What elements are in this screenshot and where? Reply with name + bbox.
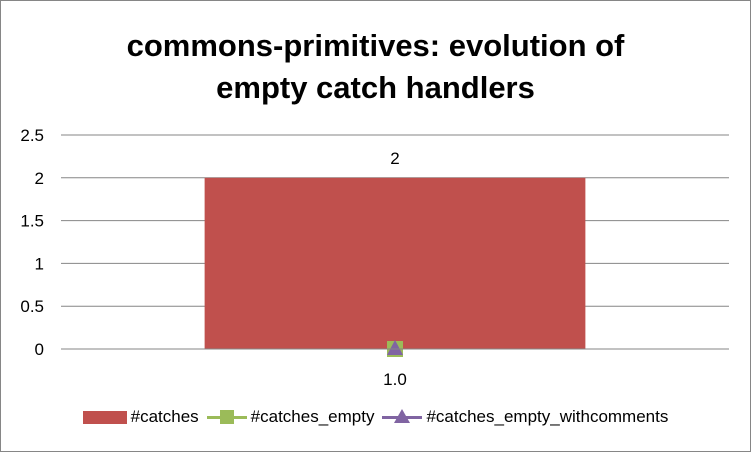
bar-data-label: 2 [390,149,399,168]
legend-item-catches: #catches [82,407,199,427]
triangle-marker-icon [394,409,411,423]
chart-title-line-1: commons-primitives: evolution of [126,28,625,63]
y-tick-label: 2 [35,169,44,188]
legend-swatch-catches [82,410,127,424]
chart-title: commons-primitives: evolution of empty c… [1,25,750,109]
bar [204,177,586,349]
y-tick-label: 2.5 [20,126,44,145]
y-tick-label: 0 [35,340,44,359]
square-marker-icon [219,410,234,424]
legend-swatch-catches-empty [206,409,247,425]
legend-swatch-catches-empty-withcomments [382,409,423,425]
chart-title-line-2: empty catch handlers [216,70,535,105]
point-triangle [387,340,403,355]
y-tick-label: 0.5 [20,297,44,316]
legend-label-catches: #catches [130,407,199,426]
legend-item-catches-empty: #catches_empty [206,407,375,427]
legend-label-catches-empty-withcomments: #catches_empty_withcomments [426,407,669,426]
x-tick-label: 1.0 [383,370,407,389]
legend-item-catches-empty-withcomments: #catches_empty_withcomments [382,407,668,427]
legend: #catches #catches_empty #catches_empty_w… [1,407,750,427]
y-tick-label: 1 [35,254,44,273]
y-tick-label: 1.5 [20,212,44,231]
legend-label-catches-empty: #catches_empty [250,407,375,426]
